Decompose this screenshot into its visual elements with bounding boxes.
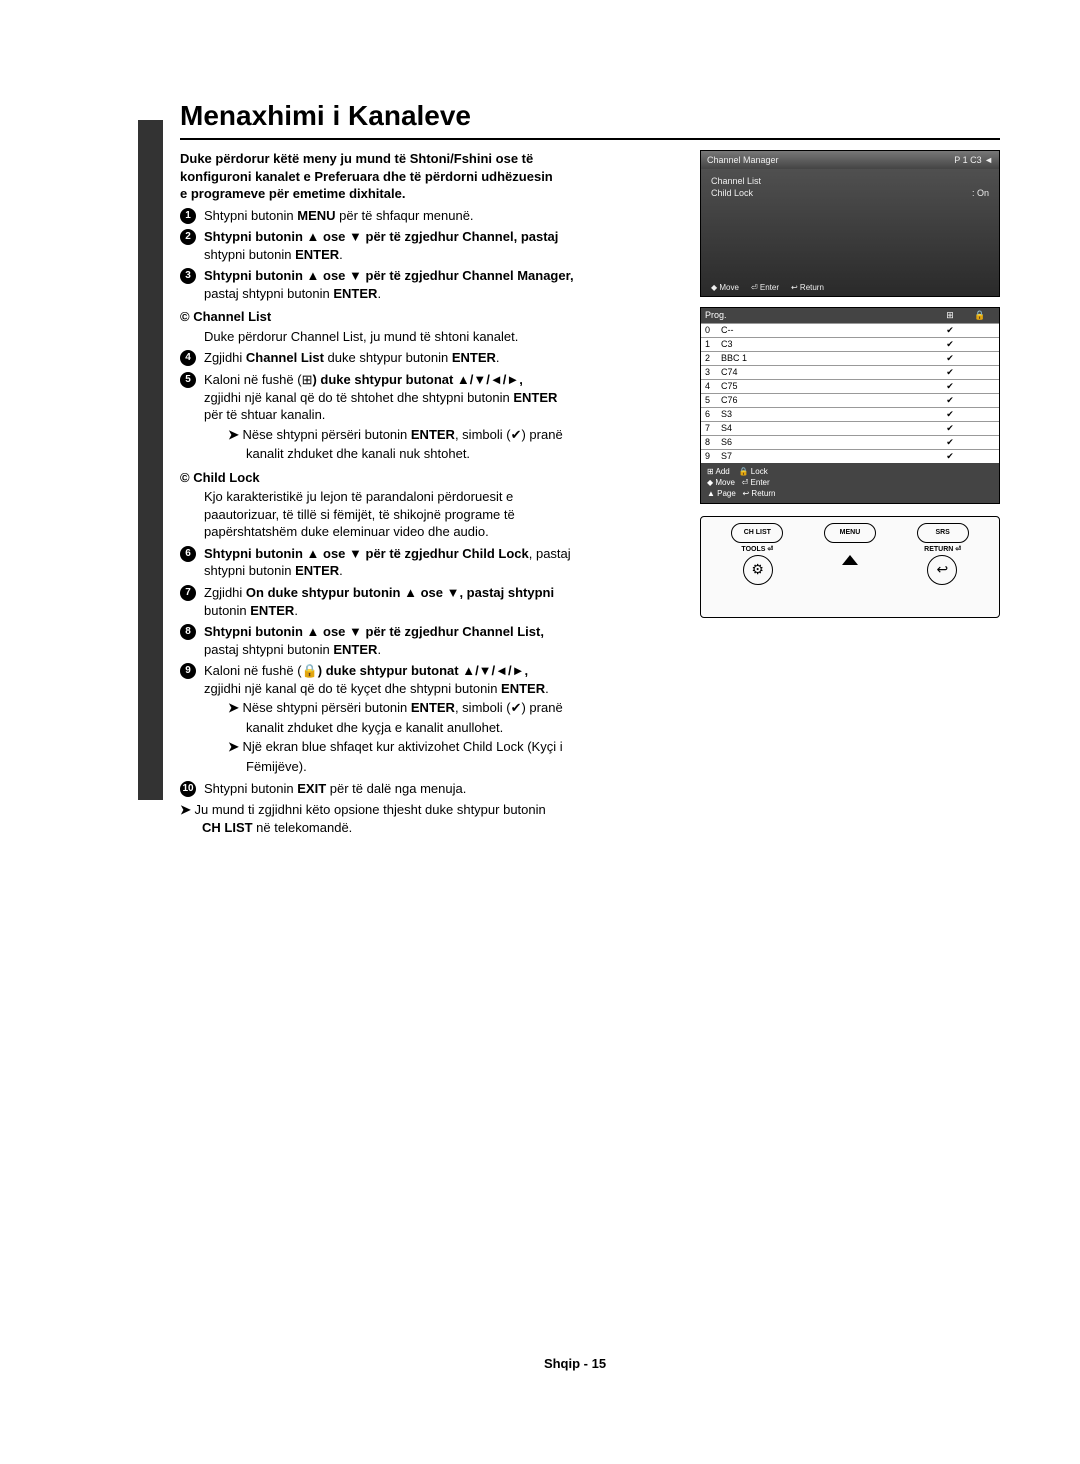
cl-desc-2: paautorizuar, të tillë si fëmijët, të sh… (204, 506, 685, 524)
title-divider (180, 138, 1000, 140)
step-num-9: 9 (180, 663, 196, 679)
table-row: 8S6✔ (701, 435, 999, 449)
step-num-6: 6 (180, 546, 196, 562)
intro-line3: e programeve për emetime dixhitale. (180, 185, 685, 203)
note-arrow-icon: ➤ (228, 427, 243, 442)
section-channel-list: © Channel List (180, 308, 685, 326)
remote-diagram: CH LIST MENU SRS TOOLS ⏎ RETURN ⏎ ⚙ ↩ (700, 516, 1000, 618)
intro-line1: Duke përdorur këtë meny ju mund të Shton… (180, 150, 685, 168)
remote-tools-label: TOOLS ⏎ (732, 545, 782, 553)
step-7: 7 Zgjidhi On duke shtypur butonin ▲ ose … (180, 584, 685, 619)
table-row: 3C74✔ (701, 365, 999, 379)
note-arrow-icon: ➤ (228, 700, 243, 715)
page-title: Menaxhimi i Kanaleve (180, 100, 1000, 132)
step-8: 8 Shtypni butonin ▲ ose ▼ për të zgjedhu… (180, 623, 685, 658)
sc-hint: ◆ Move (711, 283, 739, 292)
tv-menu-screenshot: Channel Manager P 1 C3 ◄ Channel List Ch… (700, 150, 1000, 297)
step-6: 6 Shtypni butonin ▲ ose ▼ për të zgjedhu… (180, 545, 685, 580)
step-num-2: 2 (180, 229, 196, 245)
side-accent-bar (138, 120, 163, 800)
step-num-1: 1 (180, 208, 196, 224)
table-row: 9S7✔ (701, 449, 999, 463)
table-row: 4C75✔ (701, 379, 999, 393)
remote-menu-button: MENU (824, 523, 876, 543)
body-text: Duke përdorur këtë meny ju mund të Shton… (180, 150, 685, 836)
step-num-4: 4 (180, 350, 196, 366)
table-row: 0C--✔ (701, 323, 999, 337)
step-num-3: 3 (180, 268, 196, 284)
table-hint: ◆ Move ⏎ Enter (707, 477, 993, 488)
section-child-lock: © Child Lock (180, 469, 685, 487)
col-lock-icon: 🔒 (965, 310, 995, 321)
remote-up-icon (842, 555, 858, 565)
step-num-10: 10 (180, 781, 196, 797)
sc-hint: ⏎ Enter (751, 283, 779, 292)
table-row: 1C3✔ (701, 337, 999, 351)
table-hint: ▲ Page ↩ Return (707, 488, 993, 499)
intro-line2: konfiguroni kanalet e Preferuara dhe të … (180, 168, 685, 186)
sc-item: Child Lock (711, 188, 753, 198)
sc-hint: ↩ Return (791, 283, 824, 292)
sc-item: Channel List (711, 176, 761, 186)
step-num-7: 7 (180, 585, 196, 601)
step-4: 4 Zgjidhi Channel List duke shtypur buto… (180, 349, 685, 367)
step-num-8: 8 (180, 624, 196, 640)
channel-list-desc: Duke përdorur Channel List, ju mund të s… (204, 328, 685, 346)
table-row: 2BBC 1✔ (701, 351, 999, 365)
step-2: 2 Shtypni butonin ▲ ose ▼ për të zgjedhu… (180, 228, 685, 263)
remote-srs-button: SRS (917, 523, 969, 543)
step-5: 5 Kaloni në fushë (⊞) duke shtypur buton… (180, 371, 685, 463)
tip-arrow-icon: ➤ (180, 802, 195, 817)
step-3: 3 Shtypni butonin ▲ ose ▼ për të zgjedhu… (180, 267, 685, 302)
table-row: 7S4✔ (701, 421, 999, 435)
cl-desc-1: Kjo karakteristikë ju lejon të parandalo… (204, 488, 685, 506)
remote-return-button: ↩ (927, 555, 957, 585)
note-arrow-icon: ➤ (228, 739, 243, 754)
remote-return-label: RETURN ⏎ (918, 545, 968, 553)
channel-list-table: Prog. ⊞ 🔒 0C--✔1C3✔2BBC 1✔3C74✔4C75✔5C76… (700, 307, 1000, 504)
cl-desc-3: papërshtatshëm duke eleminuar video dhe … (204, 523, 685, 541)
page-number: Shqip - 15 (150, 1356, 1000, 1371)
col-prog: Prog. (705, 310, 935, 321)
check-icon: ✔ (511, 427, 522, 442)
grid-icon: ⊞ (302, 372, 313, 387)
col-add-icon: ⊞ (935, 310, 965, 321)
remote-tools-button: ⚙ (743, 555, 773, 585)
step-num-5: 5 (180, 372, 196, 388)
lock-icon: 🔒 (302, 663, 318, 678)
check-icon: ✔ (511, 700, 522, 715)
step-9: 9 Kaloni në fushë (🔒) duke shtypur buton… (180, 662, 685, 775)
sc-title: Channel Manager (707, 155, 779, 165)
sc-value: : On (972, 188, 989, 198)
step-10: 10 Shtypni butonin EXIT për të dalë nga … (180, 780, 685, 798)
remote-chlist-button: CH LIST (731, 523, 783, 543)
table-row: 6S3✔ (701, 407, 999, 421)
table-hint: ⊞ Add 🔒 Lock (707, 466, 993, 477)
table-row: 5C76✔ (701, 393, 999, 407)
step-1: 1 Shtypni butonin MENU për të shfaqur me… (180, 207, 685, 225)
sc-channel-indicator: P 1 C3 ◄ (954, 155, 993, 165)
